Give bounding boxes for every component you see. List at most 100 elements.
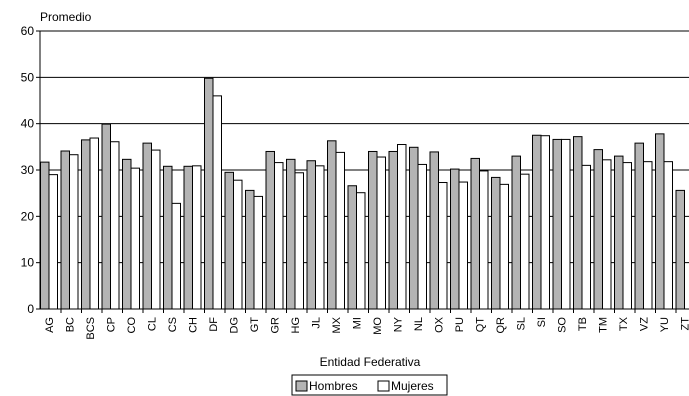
x-category-label-zt: ZT: [680, 317, 689, 331]
bar-hombres-ny: [388, 150, 398, 310]
bar-mujeres-bc: [69, 154, 79, 310]
bar-mujeres-sl: [520, 173, 530, 310]
legend-label-hombres: Hombres: [309, 379, 358, 393]
x-category-label-si: SI: [536, 317, 548, 327]
bar-mujeres-tx: [622, 162, 632, 310]
bar-mujeres-ox: [438, 182, 448, 310]
y-tick-labels: 0 10 20 30 40 50 60: [21, 24, 35, 316]
x-category-label-df: DF: [208, 317, 220, 332]
x-category-label-ox: OX: [434, 316, 446, 333]
x-category-label-ch: CH: [188, 317, 200, 333]
legend-box: [291, 374, 448, 396]
bar-mujeres-qt: [479, 170, 489, 310]
x-category-label-co: CO: [126, 317, 138, 334]
bar-mujeres-hg: [294, 172, 304, 310]
x-category-label-mi: MI: [352, 317, 364, 329]
legend-swatch-mujeres: [377, 380, 390, 392]
bar-mujeres-jl: [315, 165, 325, 310]
x-category-label-jl: JL: [311, 317, 323, 329]
bar-hombres-ox: [429, 151, 439, 310]
bar-hombres-mo: [368, 150, 378, 310]
bar-mujeres-ny: [397, 144, 407, 310]
x-category-label-qr: QR: [495, 317, 507, 334]
y-tick-label-20: 20: [21, 209, 35, 223]
x-category-label-cp: CP: [106, 317, 118, 332]
bar-hombres-dg: [224, 171, 234, 310]
x-category-labels: AG BC BCS CP CO CL CS CH DF DG GT GR HG JL MX MI MO NY NL O…: [44, 316, 689, 339]
bar-mujeres-mx: [335, 151, 345, 310]
bar-hombres-zt: [675, 189, 685, 310]
x-category-label-yu: YU: [659, 317, 671, 332]
x-category-label-hg: HG: [290, 317, 302, 334]
bar-hombres-ag: [40, 161, 50, 310]
y-tick-label-0: 0: [27, 302, 34, 316]
x-category-label-nl: NL: [413, 317, 425, 331]
y-tick-label-40: 40: [21, 117, 35, 131]
x-category-label-mo: MO: [372, 317, 384, 335]
x-category-label-qt: QT: [475, 317, 487, 333]
bar-mujeres-mo: [376, 156, 386, 310]
bar-mujeres-mi: [356, 192, 366, 310]
x-category-label-bc: BC: [65, 317, 77, 332]
x-category-label-sl: SL: [516, 317, 528, 330]
x-category-label-ny: NY: [393, 316, 405, 332]
y-axis-label: Promedio: [40, 10, 92, 24]
bar-mujeres-si: [540, 135, 550, 310]
y-tick-label-10: 10: [21, 256, 35, 270]
bar-hombres-df: [204, 77, 214, 310]
bar-hombres-so: [552, 138, 562, 310]
bar-mujeres-ch: [192, 165, 202, 310]
legend-label-mujeres: Mujeres: [391, 379, 434, 393]
bar-hombres-pu: [450, 168, 460, 310]
x-category-label-gr: GR: [270, 317, 282, 334]
bar-mujeres-tb: [581, 164, 591, 310]
bar-hombres-cl: [142, 142, 152, 310]
bar-hombres-cp: [101, 123, 111, 310]
bar-hombres-tx: [614, 155, 624, 310]
bar-hombres-gt: [245, 189, 255, 310]
y-tick-label-50: 50: [21, 70, 35, 84]
bar-mujeres-cs: [171, 202, 181, 310]
bar-hombres-tm: [593, 149, 603, 310]
bar-hombres-ch: [183, 165, 193, 310]
bar-mujeres-dg: [233, 179, 243, 310]
bar-hombres-nl: [409, 146, 419, 310]
x-category-label-tx: TX: [618, 316, 630, 331]
bar-hombres-sl: [511, 155, 521, 310]
x-category-label-vz: VZ: [639, 317, 651, 331]
bar-mujeres-gt: [253, 195, 263, 310]
bar-hombres-jl: [306, 160, 316, 310]
x-category-label-pu: PU: [454, 317, 466, 332]
bar-mujeres-co: [130, 167, 140, 310]
bar-hombres-mi: [347, 185, 357, 310]
bar-hombres-si: [532, 134, 542, 310]
bar-mujeres-nl: [417, 163, 427, 310]
y-tick-label-30: 30: [21, 163, 35, 177]
x-category-label-cl: CL: [147, 317, 159, 331]
x-category-label-bcs: BCS: [85, 317, 97, 340]
bar-mujeres-bcs: [89, 137, 99, 310]
legend-swatch-hombres: [295, 380, 308, 392]
bar-mujeres-df: [212, 95, 222, 310]
bar-mujeres-vz: [643, 161, 653, 310]
x-category-label-ag: AG: [44, 317, 56, 333]
bar-mujeres-pu: [458, 181, 468, 310]
x-category-label-dg: DG: [229, 317, 241, 334]
bar-hombres-mx: [327, 140, 337, 310]
bar-mujeres-cl: [151, 149, 161, 310]
bar-hombres-vz: [634, 142, 644, 310]
bars: [40, 77, 685, 310]
bar-hombres-gr: [265, 150, 275, 310]
bar-hombres-co: [122, 158, 132, 310]
bar-mujeres-so: [561, 138, 571, 310]
bar-hombres-qr: [491, 176, 501, 310]
x-category-label-tm: TM: [598, 317, 610, 333]
x-axis-label: Entidad Federativa: [320, 355, 421, 369]
axes: [36, 30, 689, 313]
bar-hombres-bcs: [81, 139, 91, 310]
bar-hombres-hg: [286, 158, 296, 310]
bar-mujeres-tm: [602, 159, 612, 310]
bar-mujeres-cp: [110, 141, 120, 310]
legend: Hombres Mujeres: [291, 374, 448, 396]
